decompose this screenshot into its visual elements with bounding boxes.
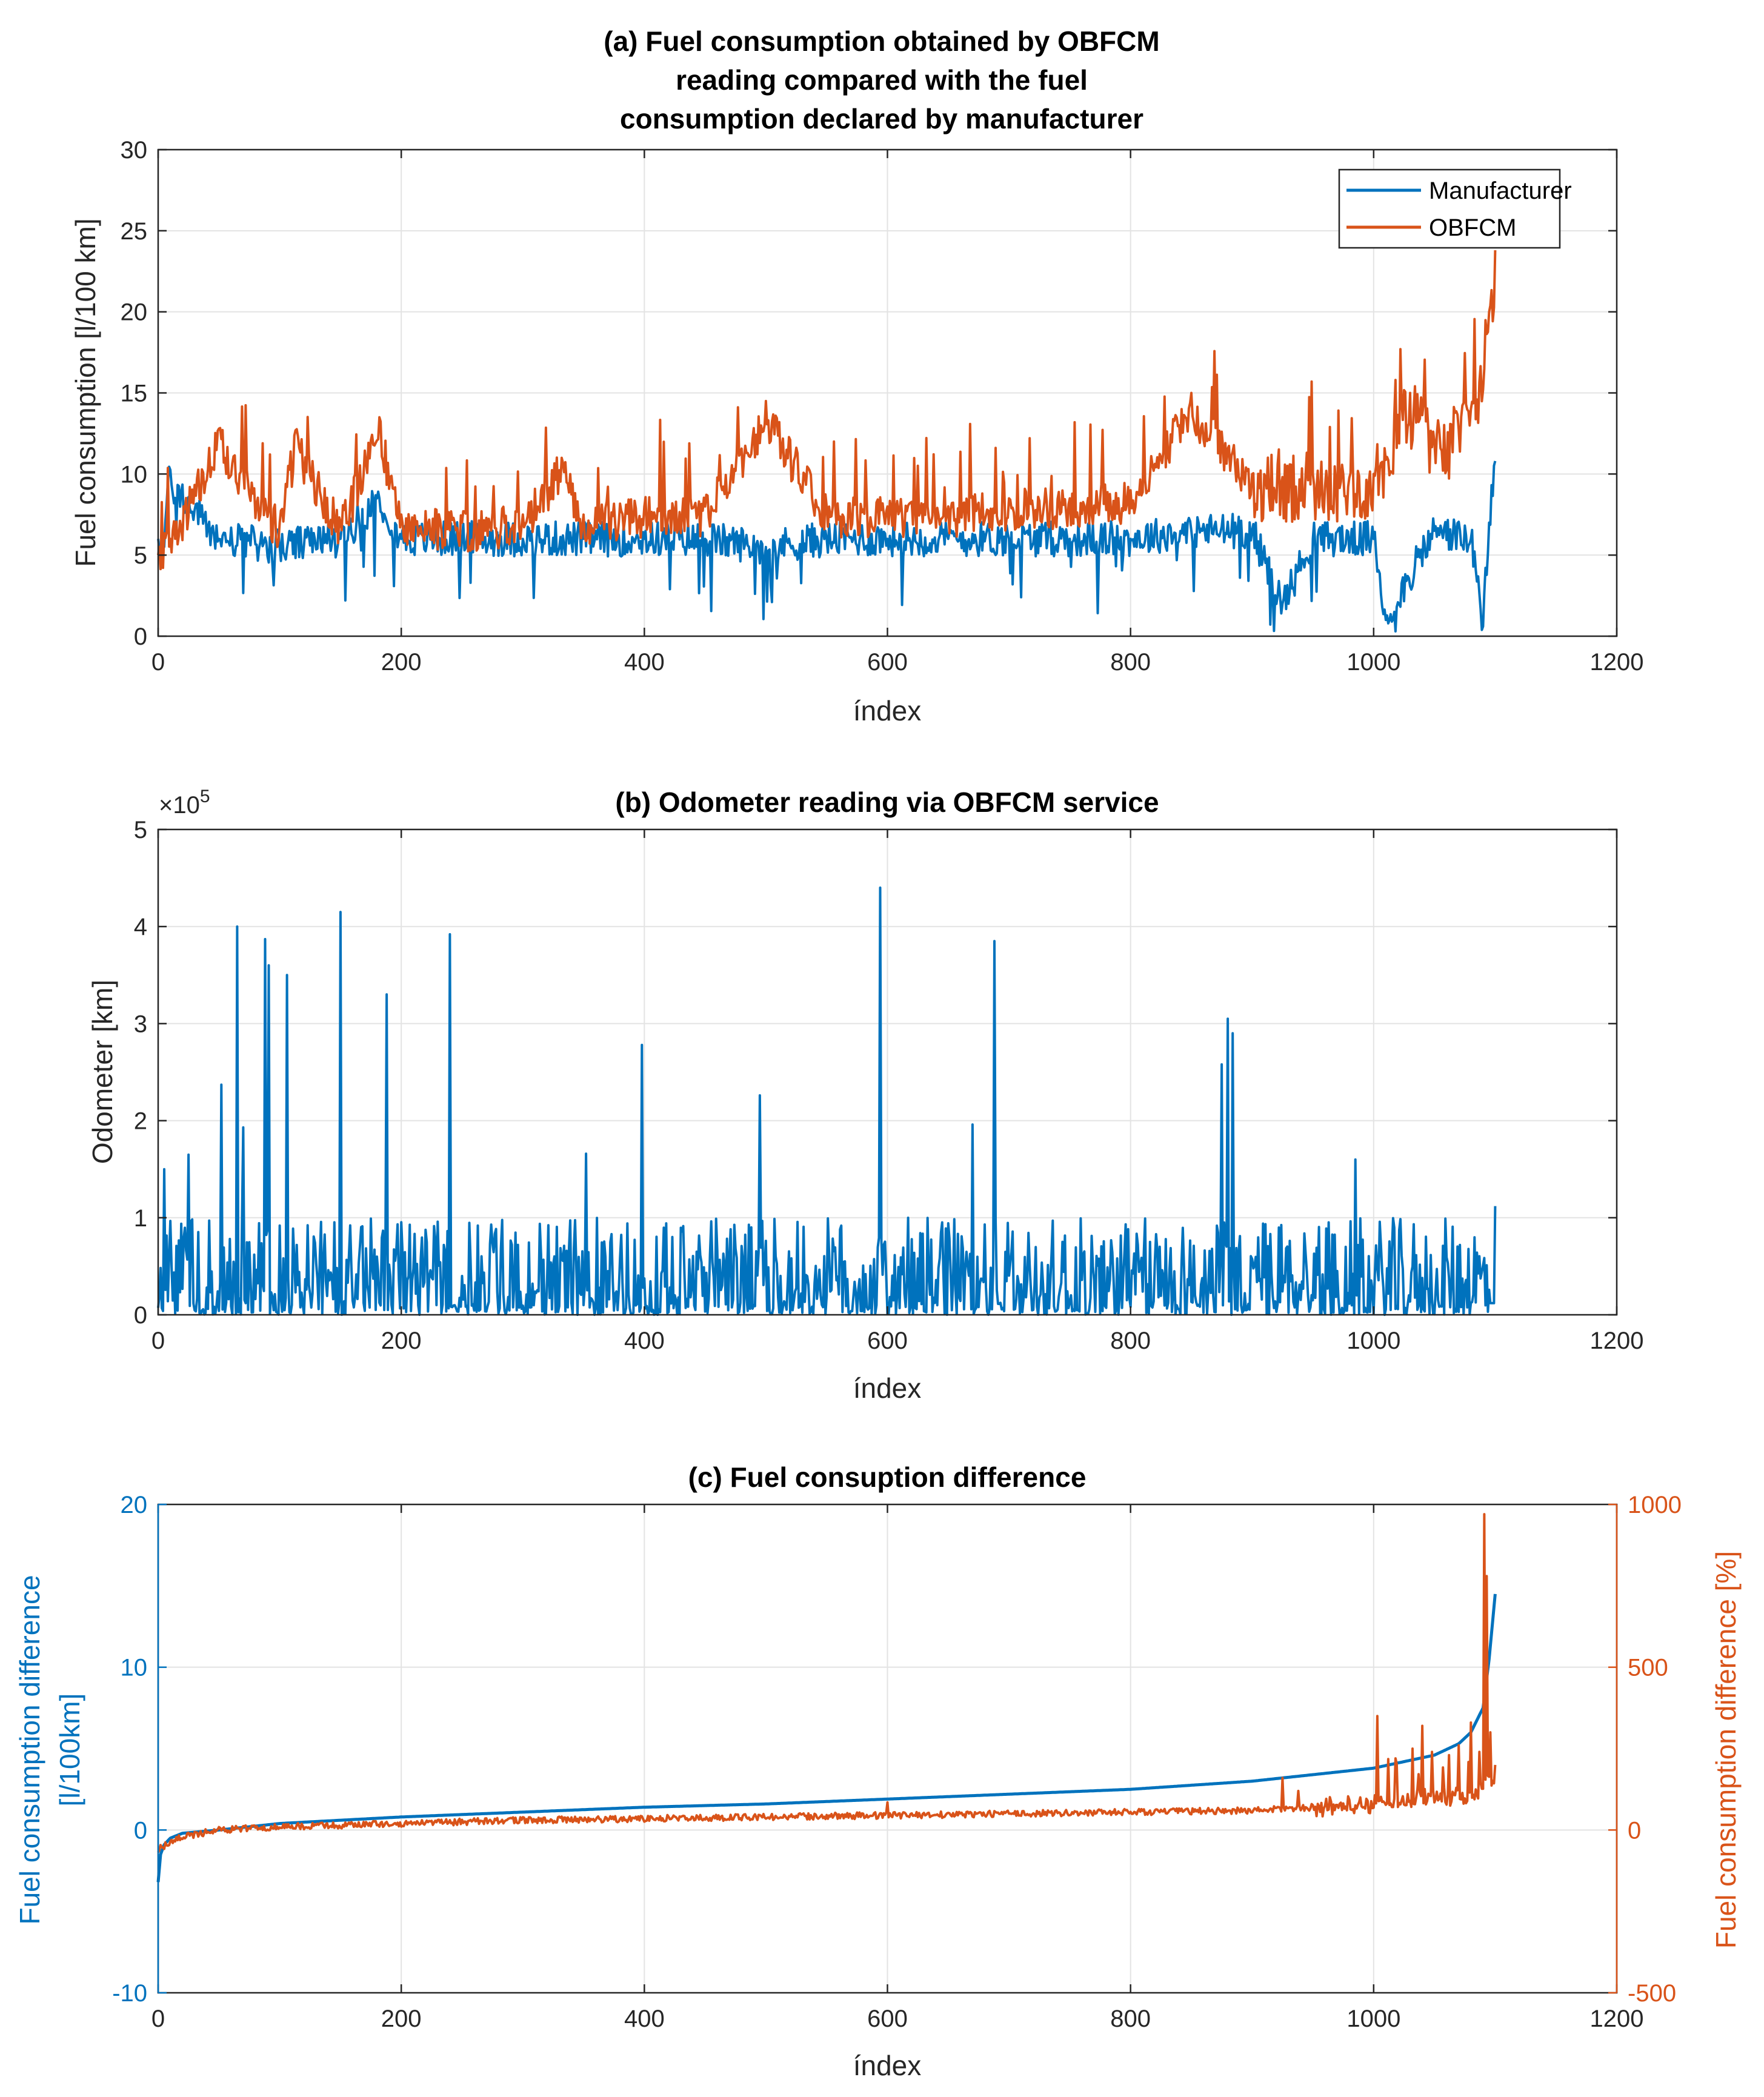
x-tick-label: 800 — [1110, 1328, 1151, 1354]
y-tick-label: 3 — [134, 1011, 147, 1037]
x-tick-label: 0 — [151, 2006, 165, 2032]
y-tick-label: 10 — [121, 1655, 148, 1681]
panel-c-left-y-axis-label-line-1: Fuel consumption difference — [14, 1575, 45, 1924]
x-tick-label: 400 — [624, 2006, 665, 2032]
panel-b-title: (b) Odometer reading via OBFCM service — [615, 786, 1159, 818]
x-tick-label: 1200 — [1590, 2006, 1644, 2032]
panel-a-x-axis-label: índex — [853, 695, 922, 726]
x-tick-label: 800 — [1110, 2006, 1151, 2032]
series-line-obfcm — [157, 250, 1497, 571]
panel-b-y-axis-label: Odometer [km] — [87, 980, 118, 1164]
panel-b-ticks: 0 200 400 600 800 1000 1200 0 1 2 3 4 5 — [134, 817, 1644, 1354]
x-tick-label: 800 — [1110, 649, 1151, 676]
x-tick-label: 1000 — [1346, 1328, 1400, 1354]
panel-a-fuel-consumption: (a) Fuel consumption obtained by OBFCM r… — [70, 25, 1643, 726]
x-tick-label: 600 — [867, 649, 908, 676]
panel-c-series — [156, 1513, 1497, 1883]
y-tick-label: 0 — [134, 1302, 147, 1329]
right-y-tick-label: 1000 — [1628, 1492, 1682, 1518]
panel-a-series — [157, 250, 1497, 633]
y-tick-label: 20 — [121, 1492, 148, 1518]
panel-a-title-line-2: reading compared with the fuel — [676, 64, 1088, 96]
y-tick-label: 30 — [121, 137, 148, 164]
right-y-tick-label: 500 — [1628, 1655, 1668, 1681]
panel-b-y-multiplier: ×105 — [159, 786, 210, 819]
right-y-tick-label: 0 — [1628, 1817, 1641, 1844]
panel-c-grid — [158, 1504, 1617, 1993]
panel-a-ticks: 0 200 400 600 800 1000 1200 0 5 10 15 20 25 30 — [121, 137, 1644, 676]
panel-c-right-y-axis-label: Fuel consumption difference [%] — [1710, 1551, 1742, 1949]
series-line-odometer — [157, 886, 1497, 1316]
x-tick-label: 1000 — [1346, 649, 1400, 676]
x-tick-label: 600 — [867, 2006, 908, 2032]
y-tick-label: 15 — [121, 381, 148, 407]
legend-manufacturer-label: Manufacturer — [1429, 178, 1572, 204]
y-tick-label: 1 — [134, 1205, 147, 1232]
series-line-difference-percent — [157, 1513, 1497, 1853]
y-tick-label: 5 — [134, 542, 147, 569]
x-tick-label: 200 — [381, 2006, 422, 2032]
x-tick-label: 200 — [381, 649, 422, 676]
legend-obfcm-label: OBFCM — [1429, 214, 1516, 241]
panel-c-x-axis-label: índex — [853, 2050, 922, 2081]
x-tick-label: 0 — [151, 649, 165, 676]
right-y-tick-label: -500 — [1628, 1980, 1676, 2007]
y-tick-label: 2 — [134, 1108, 147, 1135]
series-line-manufacturer — [157, 460, 1497, 633]
x-tick-label: 200 — [381, 1328, 422, 1354]
x-tick-label: 400 — [624, 649, 665, 676]
y-tick-label: 25 — [121, 218, 148, 245]
y-tick-label: 0 — [134, 1817, 147, 1844]
panel-a-legend: Manufacturer OBFCM — [1338, 168, 1572, 249]
x-tick-label: 1000 — [1346, 2006, 1400, 2032]
x-tick-label: 600 — [867, 1328, 908, 1354]
panel-b-x-axis-label: índex — [853, 1372, 922, 1404]
y-tick-label: 4 — [134, 914, 147, 940]
y-tick-label: 0 — [134, 623, 147, 650]
x-tick-label: 1200 — [1590, 1328, 1644, 1354]
panel-a-title-line-1: (a) Fuel consumption obtained by OBFCM — [604, 25, 1159, 57]
panel-a-y-axis-label: Fuel consumption [l/100 km] — [70, 218, 101, 567]
y-tick-label: 5 — [134, 817, 147, 843]
panel-a-title-line-3: consumption declared by manufacturer — [620, 103, 1143, 135]
panel-b-series — [157, 886, 1497, 1316]
y-tick-label: 10 — [121, 461, 148, 488]
y-tick-label: -10 — [112, 1980, 147, 2007]
legend-box — [1338, 168, 1561, 249]
panel-c-difference: (c) Fuel consuption difference 0 200 400 60… — [14, 1461, 1742, 2081]
panel-b-odometer: (b) Odometer reading via OBFCM service 0… — [87, 786, 1643, 1404]
panel-c-title: (c) Fuel consuption difference — [688, 1461, 1087, 1493]
y-tick-label: 20 — [121, 299, 148, 326]
series-line-difference-l100km — [156, 1594, 1497, 1883]
panel-c-ticks: 0 200 400 600 800 1000 1200-1001020-5000500100… — [112, 1492, 1682, 2032]
x-tick-label: 400 — [624, 1328, 665, 1354]
x-tick-label: 1200 — [1590, 649, 1644, 676]
x-tick-label: 0 — [151, 1328, 165, 1354]
panel-c-left-y-axis-label-line-2: [l/100km] — [54, 1693, 85, 1807]
